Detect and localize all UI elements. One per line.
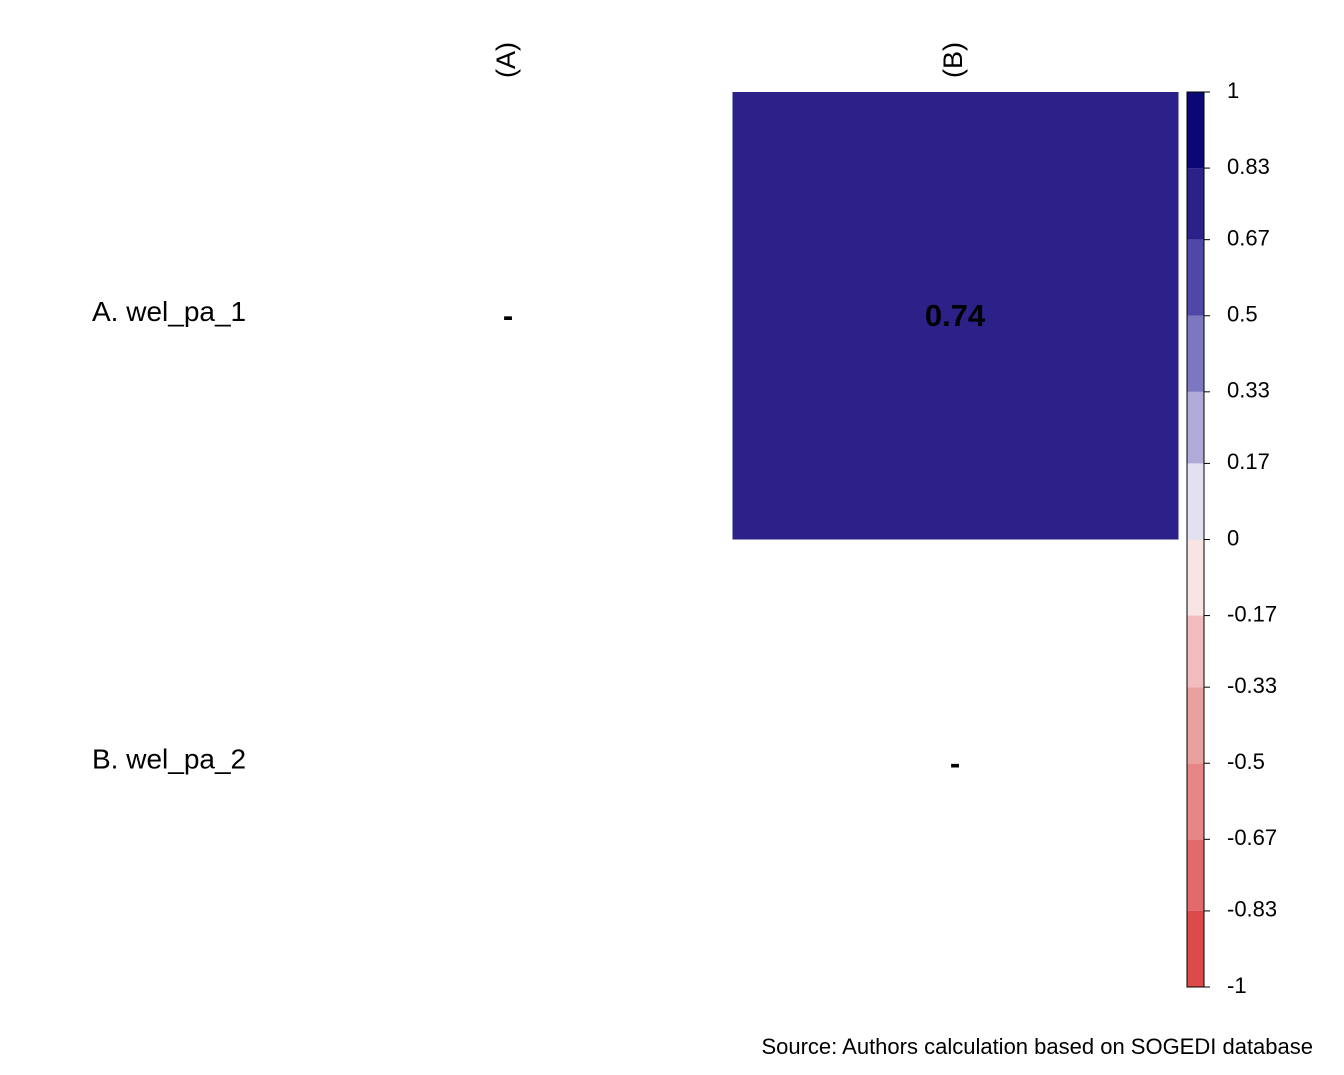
colorbar-tick-label: 0.67 <box>1227 225 1270 250</box>
colorbar-bin <box>1187 315 1204 392</box>
colorbar-tick-label: -0.17 <box>1227 601 1277 626</box>
colorbar-tick-label: -0.67 <box>1227 825 1277 850</box>
column-label: (B) <box>938 42 968 78</box>
colorbar-bin <box>1187 687 1204 764</box>
cell-label: 0.74 <box>925 298 986 333</box>
cell-label: - <box>503 298 513 333</box>
column-label: (A) <box>491 42 521 78</box>
colorbar-bin <box>1187 168 1204 240</box>
colorbar-tick-label: 0 <box>1227 525 1239 550</box>
colorbar-tick-label: 0.17 <box>1227 449 1270 474</box>
colorbar-bin <box>1187 463 1204 540</box>
colorbar-tick-label: -0.33 <box>1227 673 1277 698</box>
colorbar-bin <box>1187 391 1204 464</box>
colorbar-bin <box>1187 539 1204 616</box>
colorbar-tick-label: -0.83 <box>1227 897 1277 922</box>
colorbar-bin <box>1187 615 1204 688</box>
heatmap-cell <box>732 92 1179 540</box>
colorbar-bin <box>1187 92 1204 169</box>
colorbar-tick-label: -0.5 <box>1227 749 1265 774</box>
row-label: B. wel_pa_2 <box>92 744 246 775</box>
colorbar-tick-label: 1 <box>1227 78 1239 103</box>
colorbar-bin <box>1187 763 1204 840</box>
colorbar-bin <box>1187 839 1204 911</box>
colorbar-tick-label: 0.33 <box>1227 378 1270 403</box>
colorbar-bin <box>1187 239 1204 316</box>
colorbar-tick-label: 0.5 <box>1227 302 1258 327</box>
colorbar-bin <box>1187 910 1204 987</box>
cell-label: - <box>950 745 960 780</box>
colorbar-tick-label: 0.83 <box>1227 154 1270 179</box>
source-note: Source: Authors calculation based on SOG… <box>761 1034 1313 1059</box>
colorbar-tick-label: -1 <box>1227 973 1247 998</box>
row-label: A. wel_pa_1 <box>92 296 246 327</box>
